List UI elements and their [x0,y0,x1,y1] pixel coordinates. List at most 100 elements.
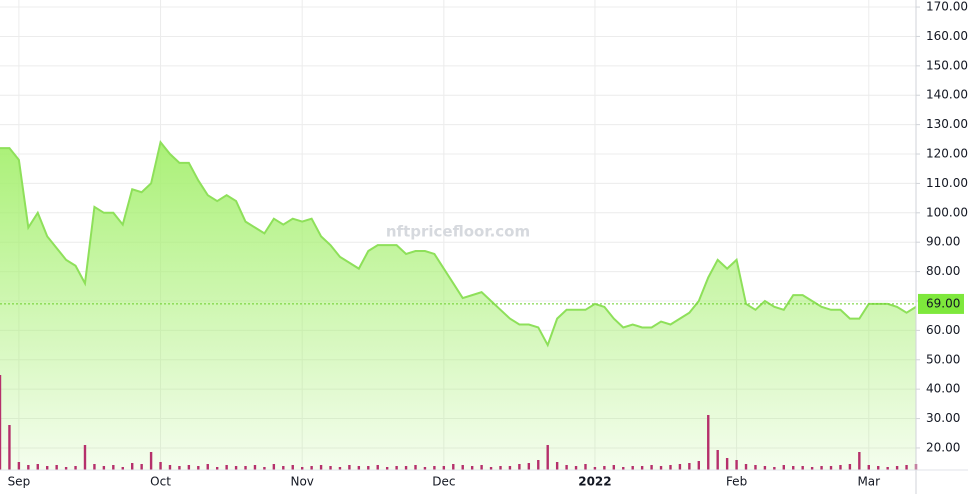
volume-bar [555,462,559,470]
y-tick-label: 110.00 [926,176,968,190]
volume-bar [574,466,578,470]
volume-bar [470,466,474,470]
volume-bar [754,465,757,470]
volume-bar [763,466,767,470]
volume-bar [64,467,68,470]
volume-bar [792,466,795,470]
volume-bar [801,466,804,470]
watermark: nftpricefloor.com [386,223,530,241]
volume-bar [0,375,2,470]
volume-bar [669,465,672,470]
x-tick-label: Feb [726,475,747,489]
volume-bar [697,461,701,470]
volume-bar [27,465,30,470]
volume-bar [867,465,870,470]
volume-bar [282,466,285,470]
y-tick-label: 30.00 [926,411,960,425]
volume-bar [480,465,483,470]
area-fill [0,142,916,470]
plot [0,140,918,470]
volume-bar [253,465,257,470]
volume-bar [187,465,191,470]
volume-bar [8,425,11,470]
volume-bar [433,466,436,470]
volume-bar [895,466,899,470]
volume-bar [291,465,294,470]
x-tick-label: Oct [150,475,171,489]
y-tick-label: 160.00 [926,29,968,43]
current-price-label: 69.00 [926,296,960,310]
volume-bar [414,465,417,470]
volume-bar [329,466,332,470]
volume-bar [659,466,663,470]
volume-bar [225,465,228,470]
volume-bar [404,466,408,470]
volume-bar [744,464,748,470]
x-tick-label: Sep [8,475,31,489]
y-tick-label: 130.00 [926,117,968,131]
volume-bar [839,465,842,470]
volume-bar [518,464,521,470]
volume-bar [499,466,502,470]
volume-bar [678,464,682,470]
x-tick-label: 2022 [578,475,611,489]
volume-bar [442,466,446,470]
volume-bar [707,415,710,470]
volume-bar [622,467,625,470]
y-tick-label: 140.00 [926,88,968,102]
x-tick-label: Mar [857,475,880,489]
volume-bar [593,467,597,470]
volume-bar [74,466,77,470]
volume-bar [197,466,200,470]
volume-bar [773,467,776,470]
volume-bar [423,467,427,470]
volume-bar [603,466,606,470]
volume-bar [206,464,209,470]
volume-bar [121,467,124,470]
volume-bar [159,462,162,470]
y-tick-label: 120.00 [926,147,968,161]
volume-bar [829,466,833,470]
volume-bar [565,465,568,470]
volume-bar [310,466,313,470]
volume-bar [508,466,512,470]
volume-bar [140,464,143,470]
volume-bar [215,467,219,470]
volume-bar [93,464,96,470]
volume-bar [272,464,276,470]
volume-bar [858,452,861,470]
volume-bar [263,467,266,470]
volume-bar [489,467,493,470]
volume-bar [716,450,719,470]
price-line [0,140,917,348]
y-tick-label: 90.00 [926,235,960,249]
volume-bar [357,466,361,470]
volume-bar [112,465,115,470]
volume-bar [131,463,134,470]
volume-bar [234,466,238,470]
volume-bar [537,460,540,470]
volume-bar [905,465,908,470]
volume-bar [300,467,304,470]
volume-bar [395,466,398,470]
volume-bar [319,465,323,470]
volume-bar [452,464,455,470]
y-tick-label: 100.00 [926,205,968,219]
y-tick-label: 60.00 [926,323,960,337]
volume-bar [546,445,549,470]
x-tick-label: Nov [290,475,313,489]
volume-bar [46,466,49,470]
volume-bar [348,465,351,470]
volume-bar [338,467,342,470]
volume-bar [725,458,729,470]
volume-bar [584,464,587,470]
current-price-box [918,293,964,314]
y-tick-label: 170.00 [926,0,968,14]
volume-bar [612,465,616,470]
volume-bar [631,466,634,470]
volume-bar [367,466,370,470]
volume-bar [688,463,691,470]
y-tick-label: 150.00 [926,58,968,72]
